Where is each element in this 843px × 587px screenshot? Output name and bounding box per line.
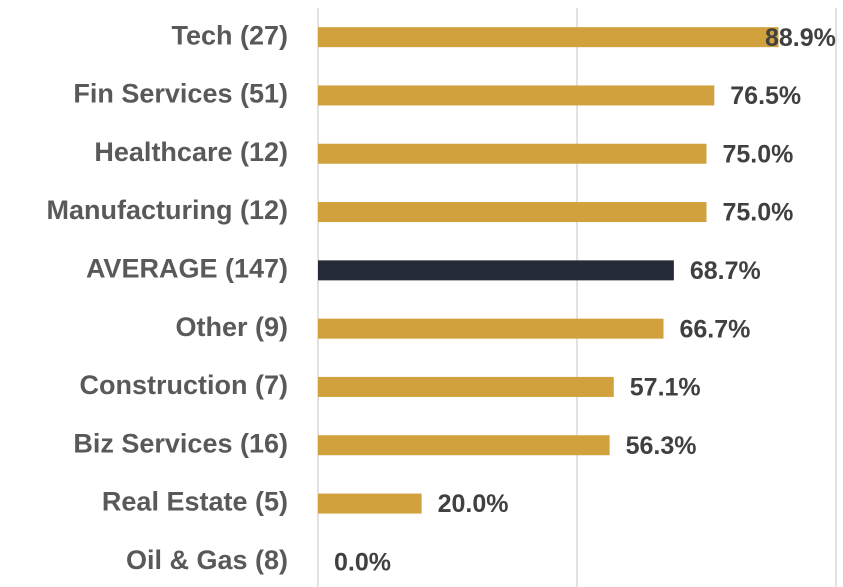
category-label: Oil & Gas (8) — [126, 545, 288, 575]
category-label: Tech (27) — [171, 20, 288, 50]
value-label: 75.0% — [723, 140, 794, 168]
bar — [318, 318, 664, 339]
value-label: 88.9% — [765, 24, 836, 52]
category-label: AVERAGE (147) — [86, 253, 288, 283]
value-label: 76.5% — [730, 82, 801, 110]
category-label: Biz Services (16) — [73, 428, 288, 458]
category-label: Construction (7) — [80, 370, 289, 400]
value-label: 57.1% — [630, 374, 701, 402]
bar — [318, 202, 707, 223]
bar — [318, 27, 779, 48]
category-label: Healthcare (12) — [94, 137, 288, 167]
category-label: Real Estate (5) — [102, 487, 288, 517]
category-label: Manufacturing (12) — [46, 195, 288, 225]
bar — [318, 260, 674, 281]
bar — [318, 85, 715, 106]
value-label: 66.7% — [680, 315, 751, 343]
value-label: 0.0% — [334, 548, 391, 576]
bar — [318, 435, 610, 456]
value-label: 56.3% — [626, 432, 697, 460]
bar — [318, 493, 422, 514]
value-label: 75.0% — [723, 199, 794, 227]
bar — [318, 376, 614, 397]
value-label: 20.0% — [438, 490, 509, 518]
category-label: Fin Services (51) — [73, 79, 288, 109]
category-label: Other (9) — [175, 312, 288, 342]
value-label: 68.7% — [690, 257, 761, 285]
bar — [318, 143, 707, 164]
